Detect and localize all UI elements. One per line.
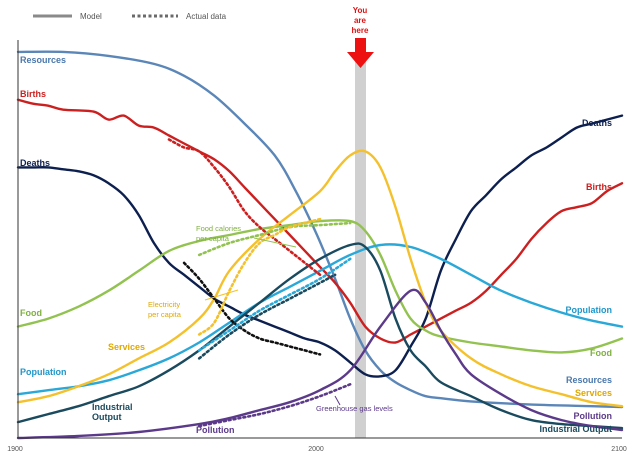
series-actual-greenhouse-gas-levels [197, 383, 352, 428]
you-are-here-arrow-icon [347, 38, 374, 68]
label-left-births: Births [20, 89, 46, 99]
label-left-deaths: Deaths [20, 158, 50, 168]
label-right-deaths: Deaths [582, 118, 612, 128]
series-model-food [16, 218, 624, 354]
x-tick-2100: 2100 [611, 446, 627, 453]
label-left-industrial-1: Industrial [92, 402, 133, 412]
annotation-food-calories-1: Food calories [196, 224, 241, 233]
you-are-here-band [355, 46, 366, 438]
annotation-greenhouse-pointer [334, 395, 341, 406]
you-are-here-text-3: here [352, 26, 369, 35]
x-tick-2000: 2000 [308, 446, 324, 453]
series-model-deaths [16, 114, 624, 378]
series-model-industrial-output [16, 242, 624, 430]
annotation-electricity-2: per capita [148, 310, 182, 319]
series-layer [16, 50, 624, 440]
series-actual-electricity-per-capita [197, 217, 322, 336]
annotation-electricity-pointer [204, 289, 239, 301]
you-are-here-marker: You are here [347, 6, 374, 438]
label-left-pollution: Pollution [196, 425, 235, 435]
label-left-industrial-2: Output [92, 412, 122, 422]
label-right-pollution: Pollution [574, 411, 613, 421]
annotation-food-calories-pointer [253, 237, 297, 248]
annotation-food-calories-2: per capita [196, 234, 230, 243]
label-left-services: Services [108, 342, 145, 352]
series-model-services [16, 149, 624, 408]
you-are-here-text-1: You [353, 6, 368, 15]
label-right-population: Population [566, 305, 613, 315]
label-right-resources: Resources [566, 375, 612, 385]
annotation-electricity-1: Electricity [148, 300, 180, 309]
series-actual-food-calories-per-capita [197, 221, 352, 257]
series-model-pollution [16, 288, 624, 440]
legend: Model Actual data [33, 12, 227, 21]
label-left-food: Food [20, 308, 42, 318]
label-right-food: Food [590, 348, 612, 358]
annotation-greenhouse: Greenhouse gas levels [316, 404, 393, 413]
x-tick-1900: 1900 [7, 446, 23, 453]
series-model-population [16, 243, 624, 396]
series-actual-deaths [182, 261, 322, 356]
label-right-services: Services [575, 388, 612, 398]
legend-actual-label: Actual data [186, 12, 227, 21]
label-left-population: Population [20, 367, 67, 377]
you-are-here-text-2: are [354, 16, 367, 25]
series-actual-births [167, 138, 322, 277]
series-model-resources [16, 50, 624, 409]
label-right-industrial: Industrial Output [540, 424, 613, 434]
series-actual-industrial-output [197, 273, 337, 360]
label-right-births: Births [586, 182, 612, 192]
series-actual-population [197, 257, 352, 352]
label-left-resources: Resources [20, 55, 66, 65]
legend-model-label: Model [80, 12, 102, 21]
